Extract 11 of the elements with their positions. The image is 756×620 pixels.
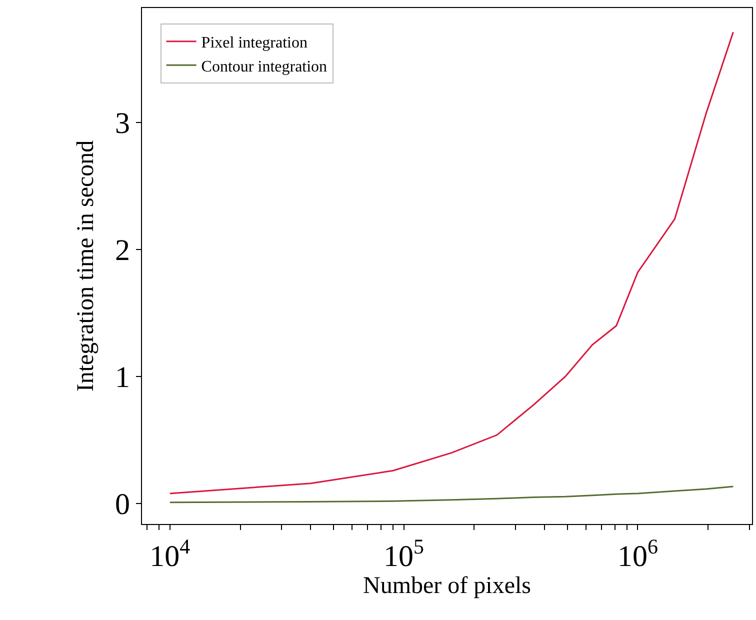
y-tick-label: 1 — [115, 361, 130, 394]
y-tick-label: 2 — [115, 234, 130, 267]
legend-label: Pixel integration — [201, 34, 308, 52]
legend-label: Contour integration — [201, 58, 328, 76]
x-tick-label: 10$^{5}$ — [384, 534, 424, 573]
y-tick-label: 0 — [115, 488, 130, 522]
x-tick-label: 10$^{6}$ — [617, 534, 658, 573]
x-axis-title: Number of pixels — [363, 573, 531, 599]
x-tick-label: 10$^{4}$ — [150, 534, 191, 573]
y-axis-title: Integration time in second — [73, 140, 100, 392]
y-tick-label: 3 — [115, 106, 130, 140]
